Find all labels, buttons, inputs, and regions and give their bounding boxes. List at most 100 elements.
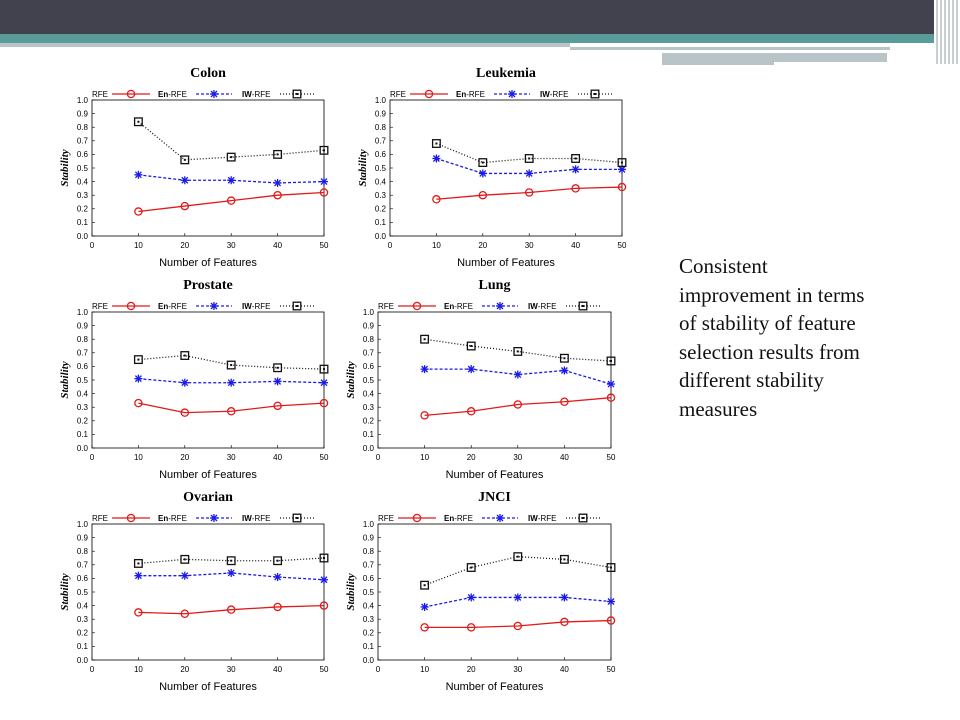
series-en-rfe (134, 568, 328, 584)
series-rfe (432, 182, 627, 204)
data-point (319, 364, 329, 374)
y-tick-label: 0.1 (77, 430, 89, 439)
y-axis-label: Stability (345, 573, 357, 610)
x-tick-label: 20 (180, 241, 189, 250)
legend-marker (578, 513, 588, 523)
y-tick-label: 0.4 (375, 177, 387, 186)
x-tick-label: 30 (227, 665, 236, 674)
x-axis-label: Number of Features (446, 681, 544, 693)
data-point (420, 365, 429, 374)
y-tick-label: 0.5 (77, 164, 89, 173)
data-point (513, 593, 522, 602)
y-tick-label: 0.6 (77, 150, 89, 159)
x-tick-label: 50 (320, 241, 329, 250)
y-tick-label: 0.4 (77, 601, 89, 610)
data-point (319, 188, 329, 197)
data-point (180, 201, 190, 211)
y-tick-label: 0.1 (363, 642, 375, 651)
y-tick-label: 0.7 (363, 349, 375, 358)
y-tick-label: 0.1 (375, 218, 387, 227)
x-tick-label: 20 (467, 665, 476, 674)
data-point (607, 597, 615, 606)
legend-item: IW-RFE (242, 301, 314, 311)
y-tick-label: 1.0 (77, 308, 89, 317)
y-tick-label: 0.9 (363, 321, 375, 330)
legend-label: RFE (378, 514, 394, 523)
y-tick-label: 0.7 (77, 349, 89, 358)
data-point (607, 380, 615, 389)
y-tick-label: 0.4 (77, 177, 89, 186)
data-point (134, 170, 143, 179)
y-tick-label: 0.3 (77, 191, 89, 200)
data-point (180, 155, 190, 165)
y-tick-label: 0.9 (77, 321, 89, 330)
data-point (617, 158, 627, 168)
y-tick-label: 0.4 (77, 389, 89, 398)
x-tick-label: 40 (560, 453, 569, 462)
legend: RFE En-RFE IW-RFE (92, 513, 314, 523)
x-tick-label: 30 (513, 453, 522, 462)
legend-item: RFE (378, 301, 436, 311)
legend-label: IW-RFE (242, 302, 270, 311)
x-tick-label: 50 (320, 453, 329, 462)
y-tick-label: 0.6 (77, 574, 89, 583)
series-en-rfe (420, 365, 615, 389)
x-tick-label: 20 (180, 453, 189, 462)
plot-frame (389, 99, 623, 237)
x-tick-label: 0 (388, 241, 393, 250)
x-tick-label: 0 (90, 453, 95, 462)
legend: RFE En-RFE IW-RFE (378, 301, 600, 311)
legend-marker (126, 301, 136, 311)
legend-label: RFE (92, 514, 108, 523)
data-point (513, 346, 523, 356)
data-point (420, 602, 429, 611)
data-point (134, 608, 143, 617)
x-axis-label: Number of Features (446, 469, 544, 481)
legend-label: En-RFE (158, 90, 187, 99)
legend-label: RFE (378, 302, 394, 311)
x-tick-label: 40 (560, 665, 569, 674)
data-point (617, 182, 627, 192)
legend-marker (578, 301, 588, 311)
data-point (226, 407, 236, 416)
data-point (467, 365, 476, 374)
data-point (134, 374, 143, 383)
x-tick-label: 30 (227, 241, 236, 250)
data-point (180, 609, 190, 619)
data-point (467, 593, 476, 602)
x-tick-label: 0 (90, 241, 95, 250)
y-tick-label: 0.8 (375, 123, 387, 132)
y-tick-label: 0.2 (363, 629, 375, 638)
series-line (138, 354, 325, 370)
data-point (524, 188, 534, 197)
header-accent-line (570, 47, 890, 50)
y-tick-label: 0.8 (77, 335, 89, 344)
y-tick-label: 0.0 (77, 656, 89, 665)
data-point (227, 378, 236, 387)
chart-leukemia: Leukemia 0.0 0.1 0.2 0.3 0.4 0.5 0.6 0.7 0.8 0.9 1.… (357, 66, 627, 269)
legend-marker (210, 90, 218, 98)
data-point (606, 356, 616, 366)
y-tick-label: 0.5 (77, 588, 89, 597)
data-point (478, 169, 487, 178)
data-point (513, 621, 523, 631)
x-tick-label: 20 (478, 241, 487, 250)
data-point (319, 553, 329, 563)
legend-label: En-RFE (456, 90, 485, 99)
data-point (524, 154, 534, 163)
data-point (273, 602, 282, 612)
legend-item: IW-RFE (242, 513, 314, 523)
series-en-rfe (134, 374, 328, 387)
y-tick-label: 0.0 (363, 444, 375, 453)
data-point (180, 378, 189, 387)
chart-jnci: JNCI 0.0 0.1 0.2 0.3 0.4 0.5 0.6 0.7 0.8 0.9 1.0 0 10… (345, 490, 616, 693)
data-point (560, 397, 569, 407)
chart-prostate: Prostate 0.0 0.1 0.2 0.3 0.4 0.5 0.6 0.7 0.8 0.9 1.… (59, 278, 329, 481)
header-accent-thin (662, 62, 774, 65)
y-tick-label: 1.0 (375, 96, 387, 105)
x-tick-label: 0 (376, 665, 381, 674)
legend-item: IW-RFE (242, 89, 314, 99)
data-point (133, 117, 143, 127)
header-grey-stripe (0, 43, 570, 47)
